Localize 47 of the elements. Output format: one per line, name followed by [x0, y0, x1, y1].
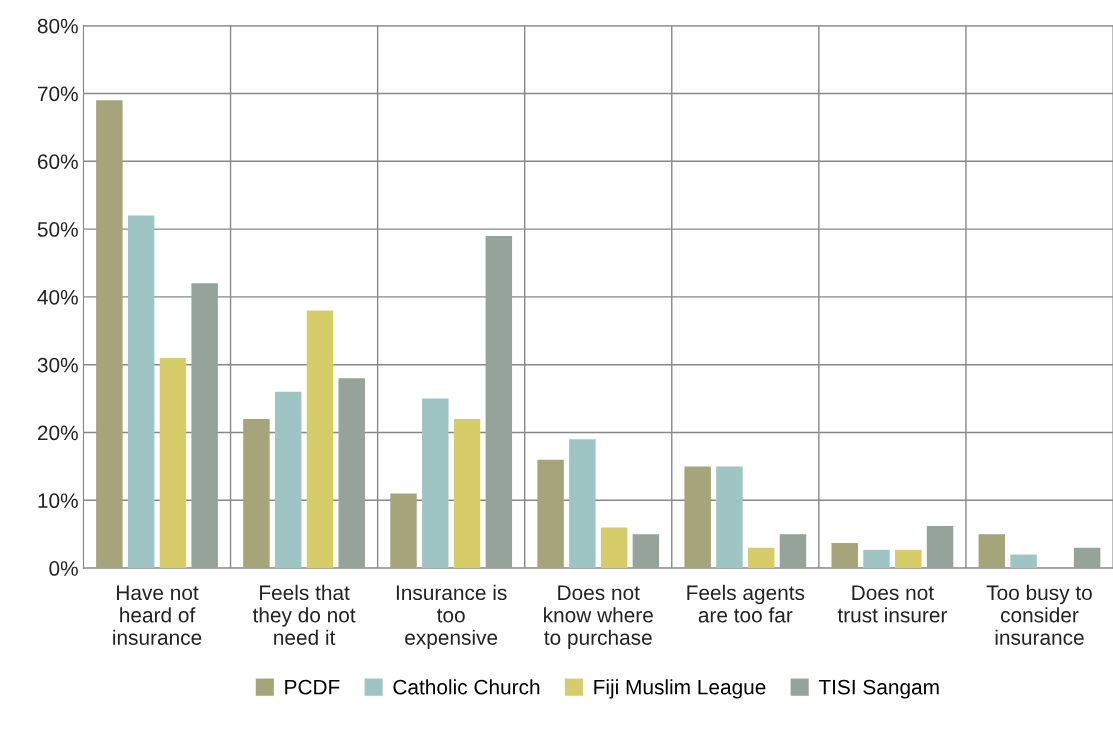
bar [747, 547, 775, 569]
bar [390, 493, 417, 569]
bar [422, 398, 449, 569]
x-tick-label: Too busy to consider insurance [986, 584, 1092, 645]
bar [1010, 554, 1037, 569]
x-tick-label: Have not heard of insurance [113, 585, 202, 645]
y-tick-label: 80% [37, 18, 78, 34]
x-tick-label: Insurance is too expensive [396, 584, 507, 650]
bar [632, 534, 660, 569]
y-tick-label: 70% [37, 86, 78, 102]
y-tick-label: 50% [37, 222, 78, 237]
bar [485, 235, 513, 569]
x-tick-label: Feels that they do not need it [252, 584, 356, 645]
bar [779, 534, 807, 569]
x-tick-label: Does not know where to purchase [544, 585, 653, 650]
legend-label: PCDF [285, 679, 340, 695]
x-tick-label: Does not trust insurer [837, 585, 948, 623]
legend-label: TISI Sangam [818, 679, 939, 699]
legend-label: Fiji Muslim League [594, 679, 766, 699]
bar [831, 543, 858, 569]
bar [306, 310, 334, 569]
bar [96, 100, 123, 569]
y-tick-label: 60% [37, 154, 78, 170]
bar [684, 466, 711, 569]
bar [191, 283, 218, 569]
bar [274, 391, 302, 569]
bar [127, 215, 155, 569]
bar [537, 459, 564, 569]
y-tick-label: 30% [37, 357, 78, 373]
y-tick-label: 40% [37, 289, 78, 305]
bar [1073, 547, 1101, 569]
bar [863, 549, 890, 569]
bar [716, 466, 743, 569]
bar [243, 418, 270, 569]
y-tick-label: 10% [38, 493, 78, 509]
legend-label: Catholic Church [393, 679, 540, 695]
x-tick-label: Feels agents are too far [687, 584, 805, 623]
bar [978, 534, 1006, 569]
y-tick-label: 20% [37, 425, 78, 441]
bar [159, 357, 187, 569]
bar [926, 526, 954, 569]
bar [338, 378, 365, 569]
bar [600, 527, 628, 569]
bar [453, 418, 481, 569]
bar [569, 439, 596, 569]
bar [895, 549, 922, 569]
y-tick-label: 0% [49, 561, 78, 576]
